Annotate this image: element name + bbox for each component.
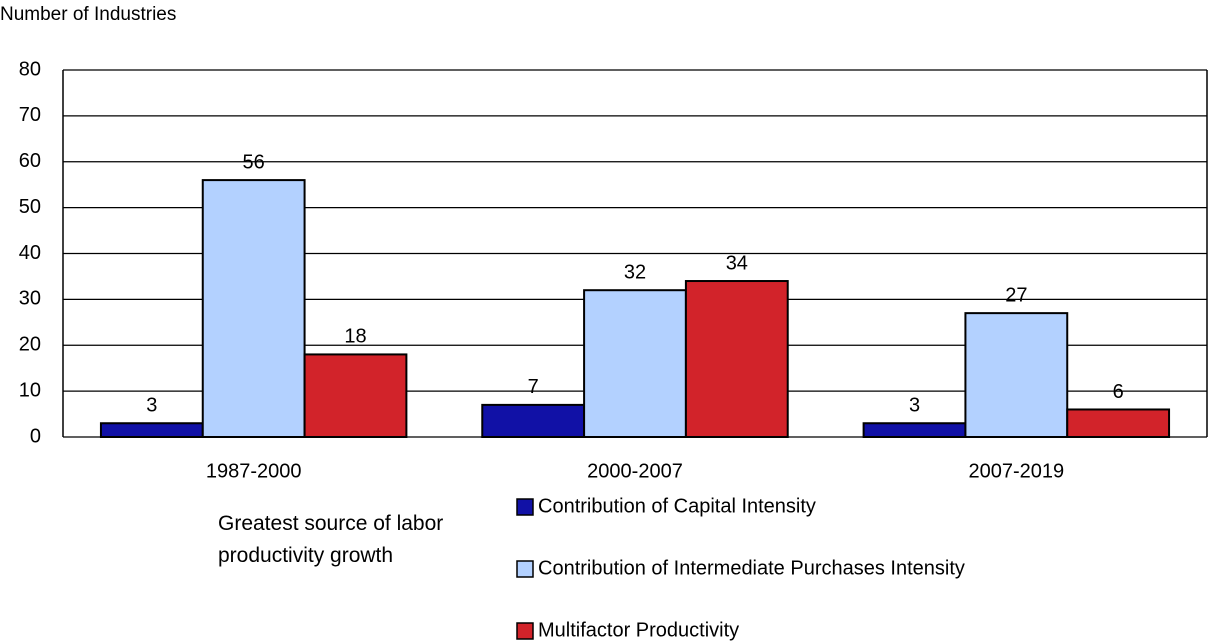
x-tick-label: 2000-2007 <box>587 460 683 482</box>
legend-swatch <box>516 498 534 516</box>
value-label: 6 <box>1113 381 1124 403</box>
bar <box>303 353 408 438</box>
bar <box>1066 408 1171 439</box>
x-tick-label: 2007-2019 <box>969 460 1065 482</box>
value-label: 3 <box>146 395 157 417</box>
y-tick-label: 10 <box>19 379 41 401</box>
y-tick-label: 40 <box>19 242 41 264</box>
value-label: 3 <box>909 395 920 417</box>
legend-label: Contribution of Capital Intensity <box>538 495 816 517</box>
y-tick-label: 70 <box>19 104 41 126</box>
value-label: 56 <box>243 151 265 173</box>
value-label: 7 <box>528 376 539 398</box>
y-tick-label: 20 <box>19 334 41 356</box>
bar <box>964 312 1069 439</box>
bar <box>684 280 789 438</box>
legend-title: Greatest source of labor productivity gr… <box>218 512 444 567</box>
legend-label: Multifactor Productivity <box>538 619 739 641</box>
bar <box>481 403 586 439</box>
bar <box>583 289 687 439</box>
y-axis-title: Number of Industries <box>0 4 177 25</box>
y-tick-label: 0 <box>30 425 41 447</box>
bar <box>862 422 967 438</box>
value-label: 32 <box>624 261 646 283</box>
y-tick-label: 80 <box>19 58 41 80</box>
legend-swatch <box>516 560 534 578</box>
bar <box>99 422 204 438</box>
bar <box>201 179 306 438</box>
legend-swatch <box>516 622 534 640</box>
x-tick-label: 1987-2000 <box>206 460 302 482</box>
y-tick-label: 30 <box>19 288 41 310</box>
y-tick-label: 60 <box>19 150 41 172</box>
value-label: 34 <box>726 252 748 274</box>
value-label: 18 <box>344 326 366 348</box>
value-label: 27 <box>1005 284 1027 306</box>
legend-label: Contribution of Intermediate Purchases I… <box>538 557 965 579</box>
y-tick-label: 50 <box>19 196 41 218</box>
